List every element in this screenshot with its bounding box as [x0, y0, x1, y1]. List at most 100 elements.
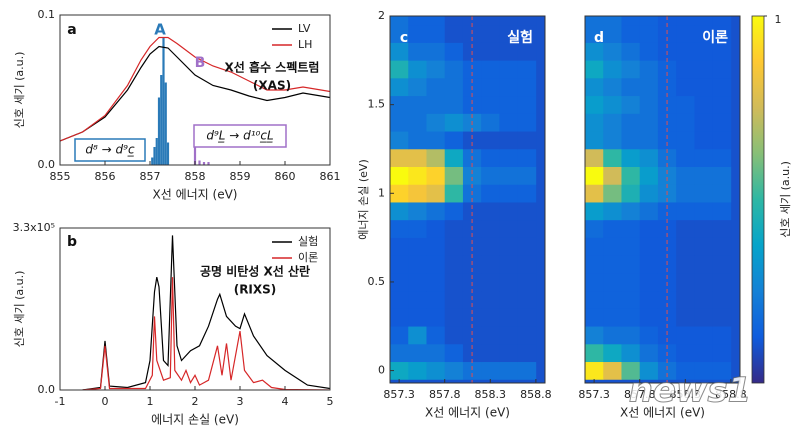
panel-title: 이론	[702, 29, 728, 46]
heatmap-cell	[444, 95, 464, 114]
x-tick-label: 860	[275, 170, 296, 183]
y-tick-label: 0.0	[38, 383, 56, 396]
heatmap-cell	[603, 308, 622, 327]
heatmap-cell	[639, 202, 659, 221]
annotation: B	[195, 55, 206, 71]
heatmap-cell	[444, 148, 464, 168]
x-tick-label: 3	[237, 395, 244, 408]
heatmap-cell	[621, 361, 641, 380]
heatmap-cell	[603, 78, 622, 97]
heatmap-cell	[408, 148, 427, 168]
heatmap-cell	[499, 308, 518, 327]
heatmap-cell	[657, 16, 677, 26]
heatmap-cell	[694, 24, 713, 43]
heatmap-cell	[426, 95, 446, 114]
heatmap-cell	[499, 202, 518, 221]
heatmap-cell	[481, 113, 500, 132]
heatmap-cell	[426, 131, 446, 150]
heatmap-cell	[390, 95, 409, 114]
heatmap-cell	[444, 16, 464, 26]
panel-label: b	[67, 234, 77, 250]
heatmap-cell	[585, 131, 604, 150]
heatmap-cell	[585, 95, 604, 114]
heatmap-cell	[462, 326, 482, 345]
heatmap-cell	[517, 24, 537, 43]
heatmap-cell	[390, 131, 409, 150]
heatmap-cell	[657, 60, 677, 79]
heatmap-cell	[676, 273, 695, 292]
heatmap-cell	[676, 131, 695, 150]
heatmap-cell	[621, 42, 641, 61]
annotation: 공명 비탄성 X선 산란	[200, 264, 310, 279]
heatmap-cell	[712, 343, 732, 363]
heatmap-cell	[621, 255, 641, 274]
heatmap-cell	[694, 255, 713, 274]
heatmap-cell	[390, 78, 409, 97]
heatmap-cell	[639, 166, 659, 185]
panel-label: a	[67, 22, 76, 38]
legend-label: LV	[298, 22, 311, 35]
heatmap-cell	[390, 24, 409, 43]
plot-area	[585, 16, 740, 383]
heatmap-cell	[517, 131, 537, 150]
heatmap-cell	[603, 60, 622, 79]
y-tick-label: 1	[378, 186, 385, 199]
heatmap-cell	[408, 42, 427, 61]
heatmap-cell	[517, 60, 537, 79]
colorbar-label: 신호 세기 (a.u.)	[779, 161, 792, 238]
heatmap-cell	[499, 78, 518, 97]
heatmap-cell	[603, 202, 622, 221]
heatmap-cell	[390, 16, 409, 26]
heatmap-cell	[462, 16, 482, 26]
heatmap-cell	[712, 255, 732, 274]
heatmap-cell	[694, 202, 713, 221]
heatmap-cell	[481, 219, 500, 238]
heatmap-cell	[621, 24, 641, 43]
y-tick-label: 0.0	[38, 158, 56, 171]
heatmap-cell	[694, 78, 713, 97]
heatmap-cell	[603, 326, 622, 345]
heatmap-cell	[426, 16, 446, 26]
x-tick-label: 861	[320, 170, 341, 183]
heatmap-cell	[694, 60, 713, 79]
heatmap-cell	[426, 219, 446, 238]
heatmap-cell	[517, 113, 537, 132]
heatmap-cell	[390, 255, 409, 274]
line-series	[82, 235, 330, 390]
heatmap-cell	[390, 184, 409, 203]
heatmap-cell	[426, 255, 446, 274]
heatmap-cell	[676, 16, 695, 26]
heatmap-cell	[621, 290, 641, 309]
heatmap-cell	[639, 343, 659, 363]
y-axis-label: 에너지 손실 (eV)	[357, 159, 370, 239]
heatmap-cell	[408, 361, 427, 380]
heatmap-cell	[694, 361, 713, 380]
heatmap-cell	[639, 237, 659, 256]
heatmap-cell	[426, 273, 446, 292]
heatmap-cell	[481, 290, 500, 309]
y-tick-label: 0.1	[38, 8, 56, 21]
heatmap-cell	[408, 343, 427, 363]
x-tick-label: 857.8	[624, 388, 656, 401]
heatmap-cell	[657, 361, 677, 380]
line-series	[60, 36, 330, 142]
watermark: news1	[629, 371, 752, 411]
heatmap-cell	[639, 219, 659, 238]
heatmap-cell	[444, 343, 464, 363]
heatmap-cell	[676, 255, 695, 274]
heatmap-cell	[390, 273, 409, 292]
plot-area	[390, 16, 545, 383]
heatmap-cell	[390, 148, 409, 168]
heatmap-cell	[444, 131, 464, 150]
heatmap-cell	[408, 16, 427, 26]
heatmap-cell	[517, 166, 537, 185]
x-tick-label: 858.8	[715, 388, 747, 401]
heatmap-cell	[621, 308, 641, 327]
heatmap-cell	[481, 184, 500, 203]
heatmap-cell	[390, 166, 409, 185]
heatmap-cell	[481, 308, 500, 327]
y-axis-label: 신호 세기 (a.u.)	[13, 271, 26, 348]
heatmap-cell	[694, 42, 713, 61]
heatmap-cell	[603, 184, 622, 203]
